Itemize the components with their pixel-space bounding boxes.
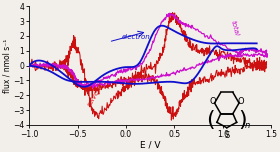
Text: O: O (209, 97, 216, 106)
X-axis label: E / V: E / V (140, 140, 160, 149)
Text: O: O (237, 97, 244, 106)
Text: S: S (224, 131, 229, 140)
Text: solvent: solvent (86, 83, 104, 108)
Text: (: ( (206, 110, 215, 130)
Y-axis label: flux / nmol s⁻¹: flux / nmol s⁻¹ (3, 38, 12, 93)
Text: electron: electron (121, 34, 150, 40)
Text: n: n (244, 121, 250, 130)
Text: total: total (230, 20, 239, 37)
Text: ): ) (239, 110, 247, 130)
